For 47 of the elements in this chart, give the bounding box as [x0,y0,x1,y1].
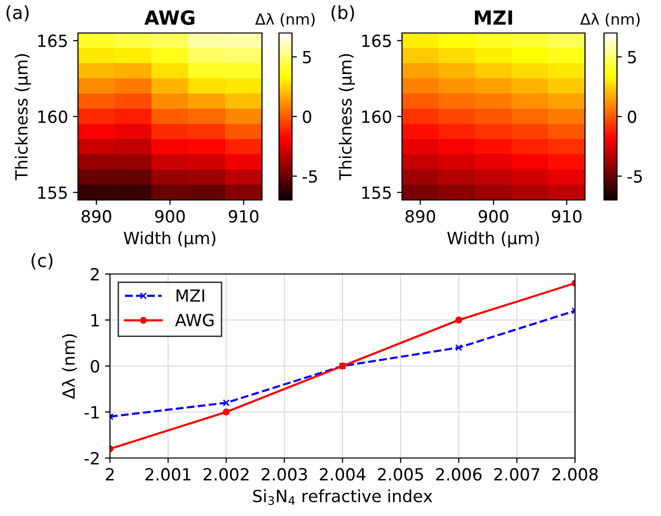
x-tick-label: 890 [406,210,436,223]
y-tick-label: 165 [362,34,391,48]
color-bar-title: Δλ (nm) [580,13,640,27]
x-tick-label: 890 [82,210,112,223]
color-bar-label: -5 [628,170,642,183]
y-tick-label: 1 [92,314,99,326]
color-bar-label: -5 [302,170,317,183]
x-axis-title: Width (μm) [447,231,539,248]
y-tick-label: 155 [38,186,67,199]
text: (a) [6,5,29,22]
x-tick-label: 2.008 [552,468,598,481]
x-tick-label: 2.003 [262,468,307,481]
x-tick-label: 2 [106,468,114,480]
x-tick-label: 2.005 [378,468,424,481]
x-tick-label: 2.001 [145,468,190,481]
legend-label: AWG [175,314,214,326]
text: (c) [32,253,52,270]
x-tick-label: 910 [228,210,258,223]
x-tick-label: 2.007 [494,468,540,481]
y-tick-label: 0 [90,360,100,373]
x-axis-title: Width (μm) [124,231,216,248]
x-axis-title: Si$_{3}$N$_{4}$ refractive index [253,489,432,505]
chart-title: AWG [144,10,194,25]
y-axis-title: Δλ (nm) [62,334,77,400]
color-bar-label: 0 [302,110,312,124]
color-bar-title: Δλ (nm) [255,13,315,27]
y-tick-label: 2 [90,268,99,280]
x-tick-label: 2.004 [320,468,366,481]
y-axis-title: Thickness (μm) [338,54,355,180]
y-tick-label: 155 [362,186,391,199]
x-tick-label: 900 [478,210,508,223]
y-tick-label: 160 [38,110,68,124]
y-tick-label: 165 [38,34,67,48]
x-tick-label: 910 [552,210,582,223]
x-tick-label: 2.006 [436,468,482,481]
x-tick-label: 2.002 [204,468,248,481]
color-bar-label: 5 [303,51,311,64]
y-axis-title: Thickness (μm) [14,54,31,180]
y-tick-label: 160 [362,110,392,124]
chart-title: MZI [474,10,512,25]
text: (b) [332,5,354,22]
color-bar-label: 5 [628,51,636,64]
x-tick-label: 900 [155,210,185,223]
y-tick-label: -1 [84,406,99,418]
color-bar-label: 0 [628,110,636,124]
legend-label: MZI [176,290,204,302]
y-tick-label: -2 [84,452,99,464]
